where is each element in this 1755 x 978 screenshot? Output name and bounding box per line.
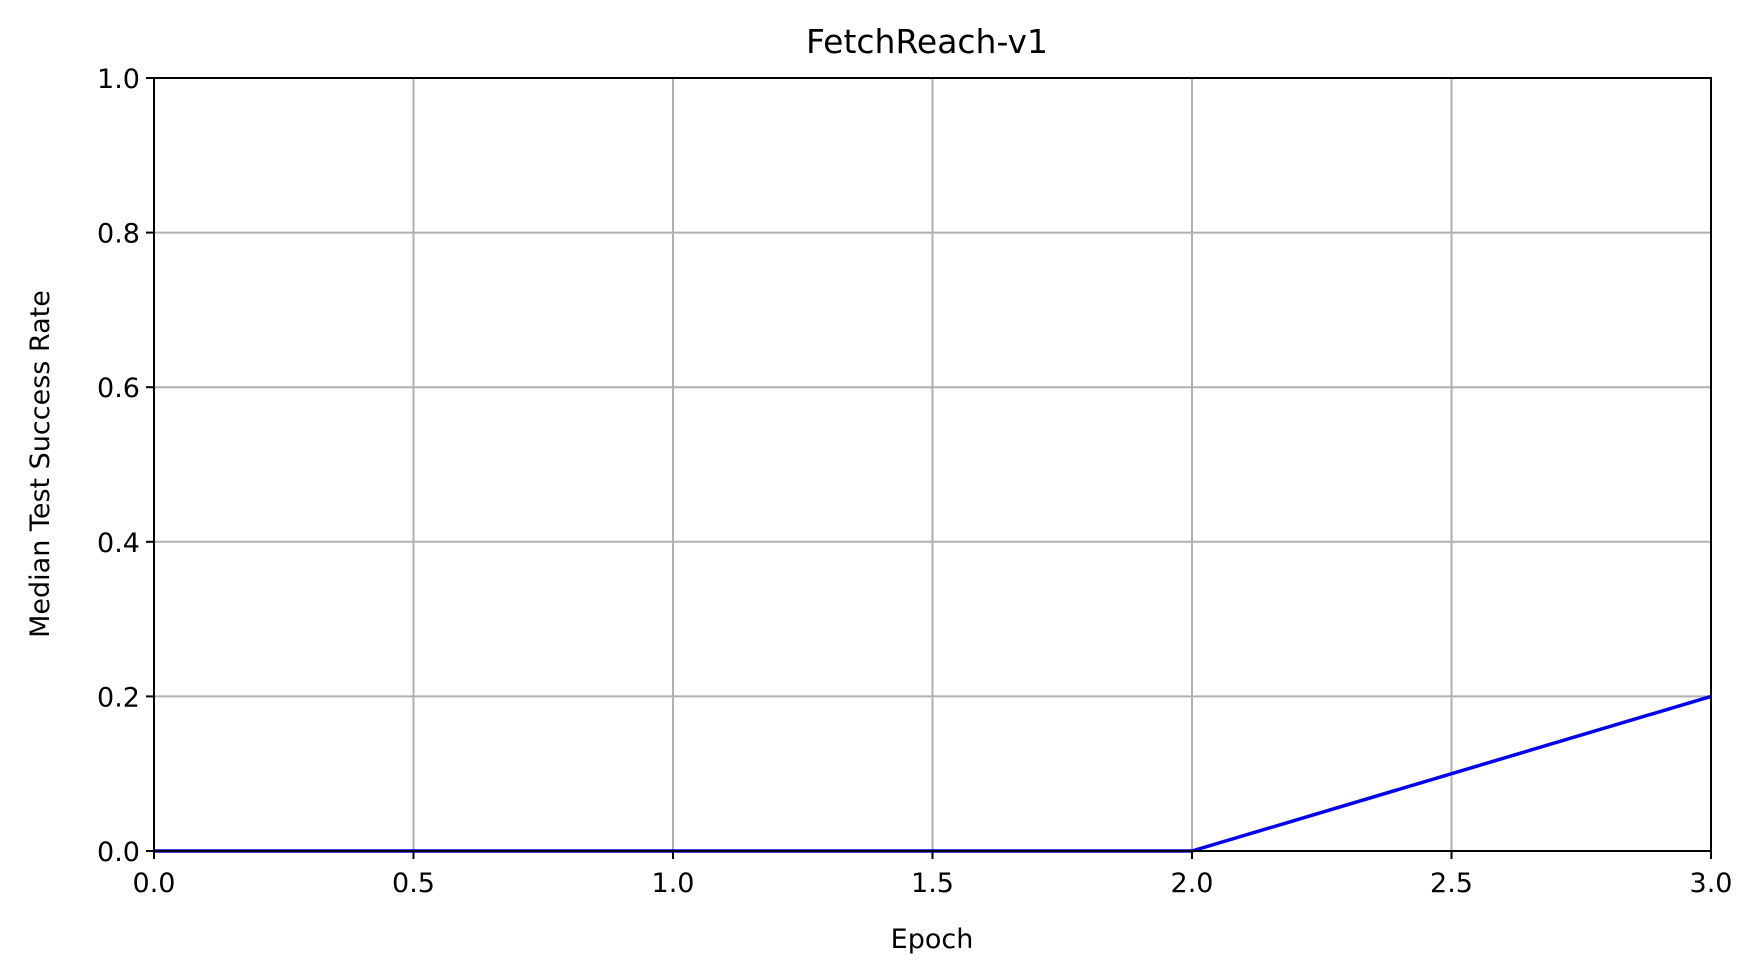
chart-title: FetchReach-v1 bbox=[806, 22, 1048, 61]
y-tick-label: 0.8 bbox=[97, 219, 140, 250]
y-tick-label: 0.6 bbox=[97, 373, 140, 404]
y-tick-label: 0.4 bbox=[97, 528, 140, 559]
x-tick-label: 1.5 bbox=[911, 868, 954, 899]
y-tick-label: 0.2 bbox=[97, 682, 140, 713]
y-tick-label: 1.0 bbox=[97, 64, 140, 95]
x-tick-label: 2.5 bbox=[1430, 868, 1473, 899]
y-tick-label: 0.0 bbox=[97, 837, 140, 868]
x-tick-label: 1.0 bbox=[652, 868, 695, 899]
x-tick-label: 3.0 bbox=[1690, 868, 1733, 899]
y-axis-label: Median Test Success Rate bbox=[25, 290, 56, 638]
x-axis: 0.0 0.5 1.0 1.5 2.0 2.5 3.0 bbox=[133, 851, 1733, 899]
x-tick-label: 2.0 bbox=[1171, 868, 1214, 899]
x-tick-label: 0.5 bbox=[392, 868, 435, 899]
x-tick-label: 0.0 bbox=[133, 868, 176, 899]
y-axis: 0.0 0.2 0.4 0.6 0.8 1.0 bbox=[97, 64, 154, 868]
x-axis-label: Epoch bbox=[891, 924, 974, 955]
